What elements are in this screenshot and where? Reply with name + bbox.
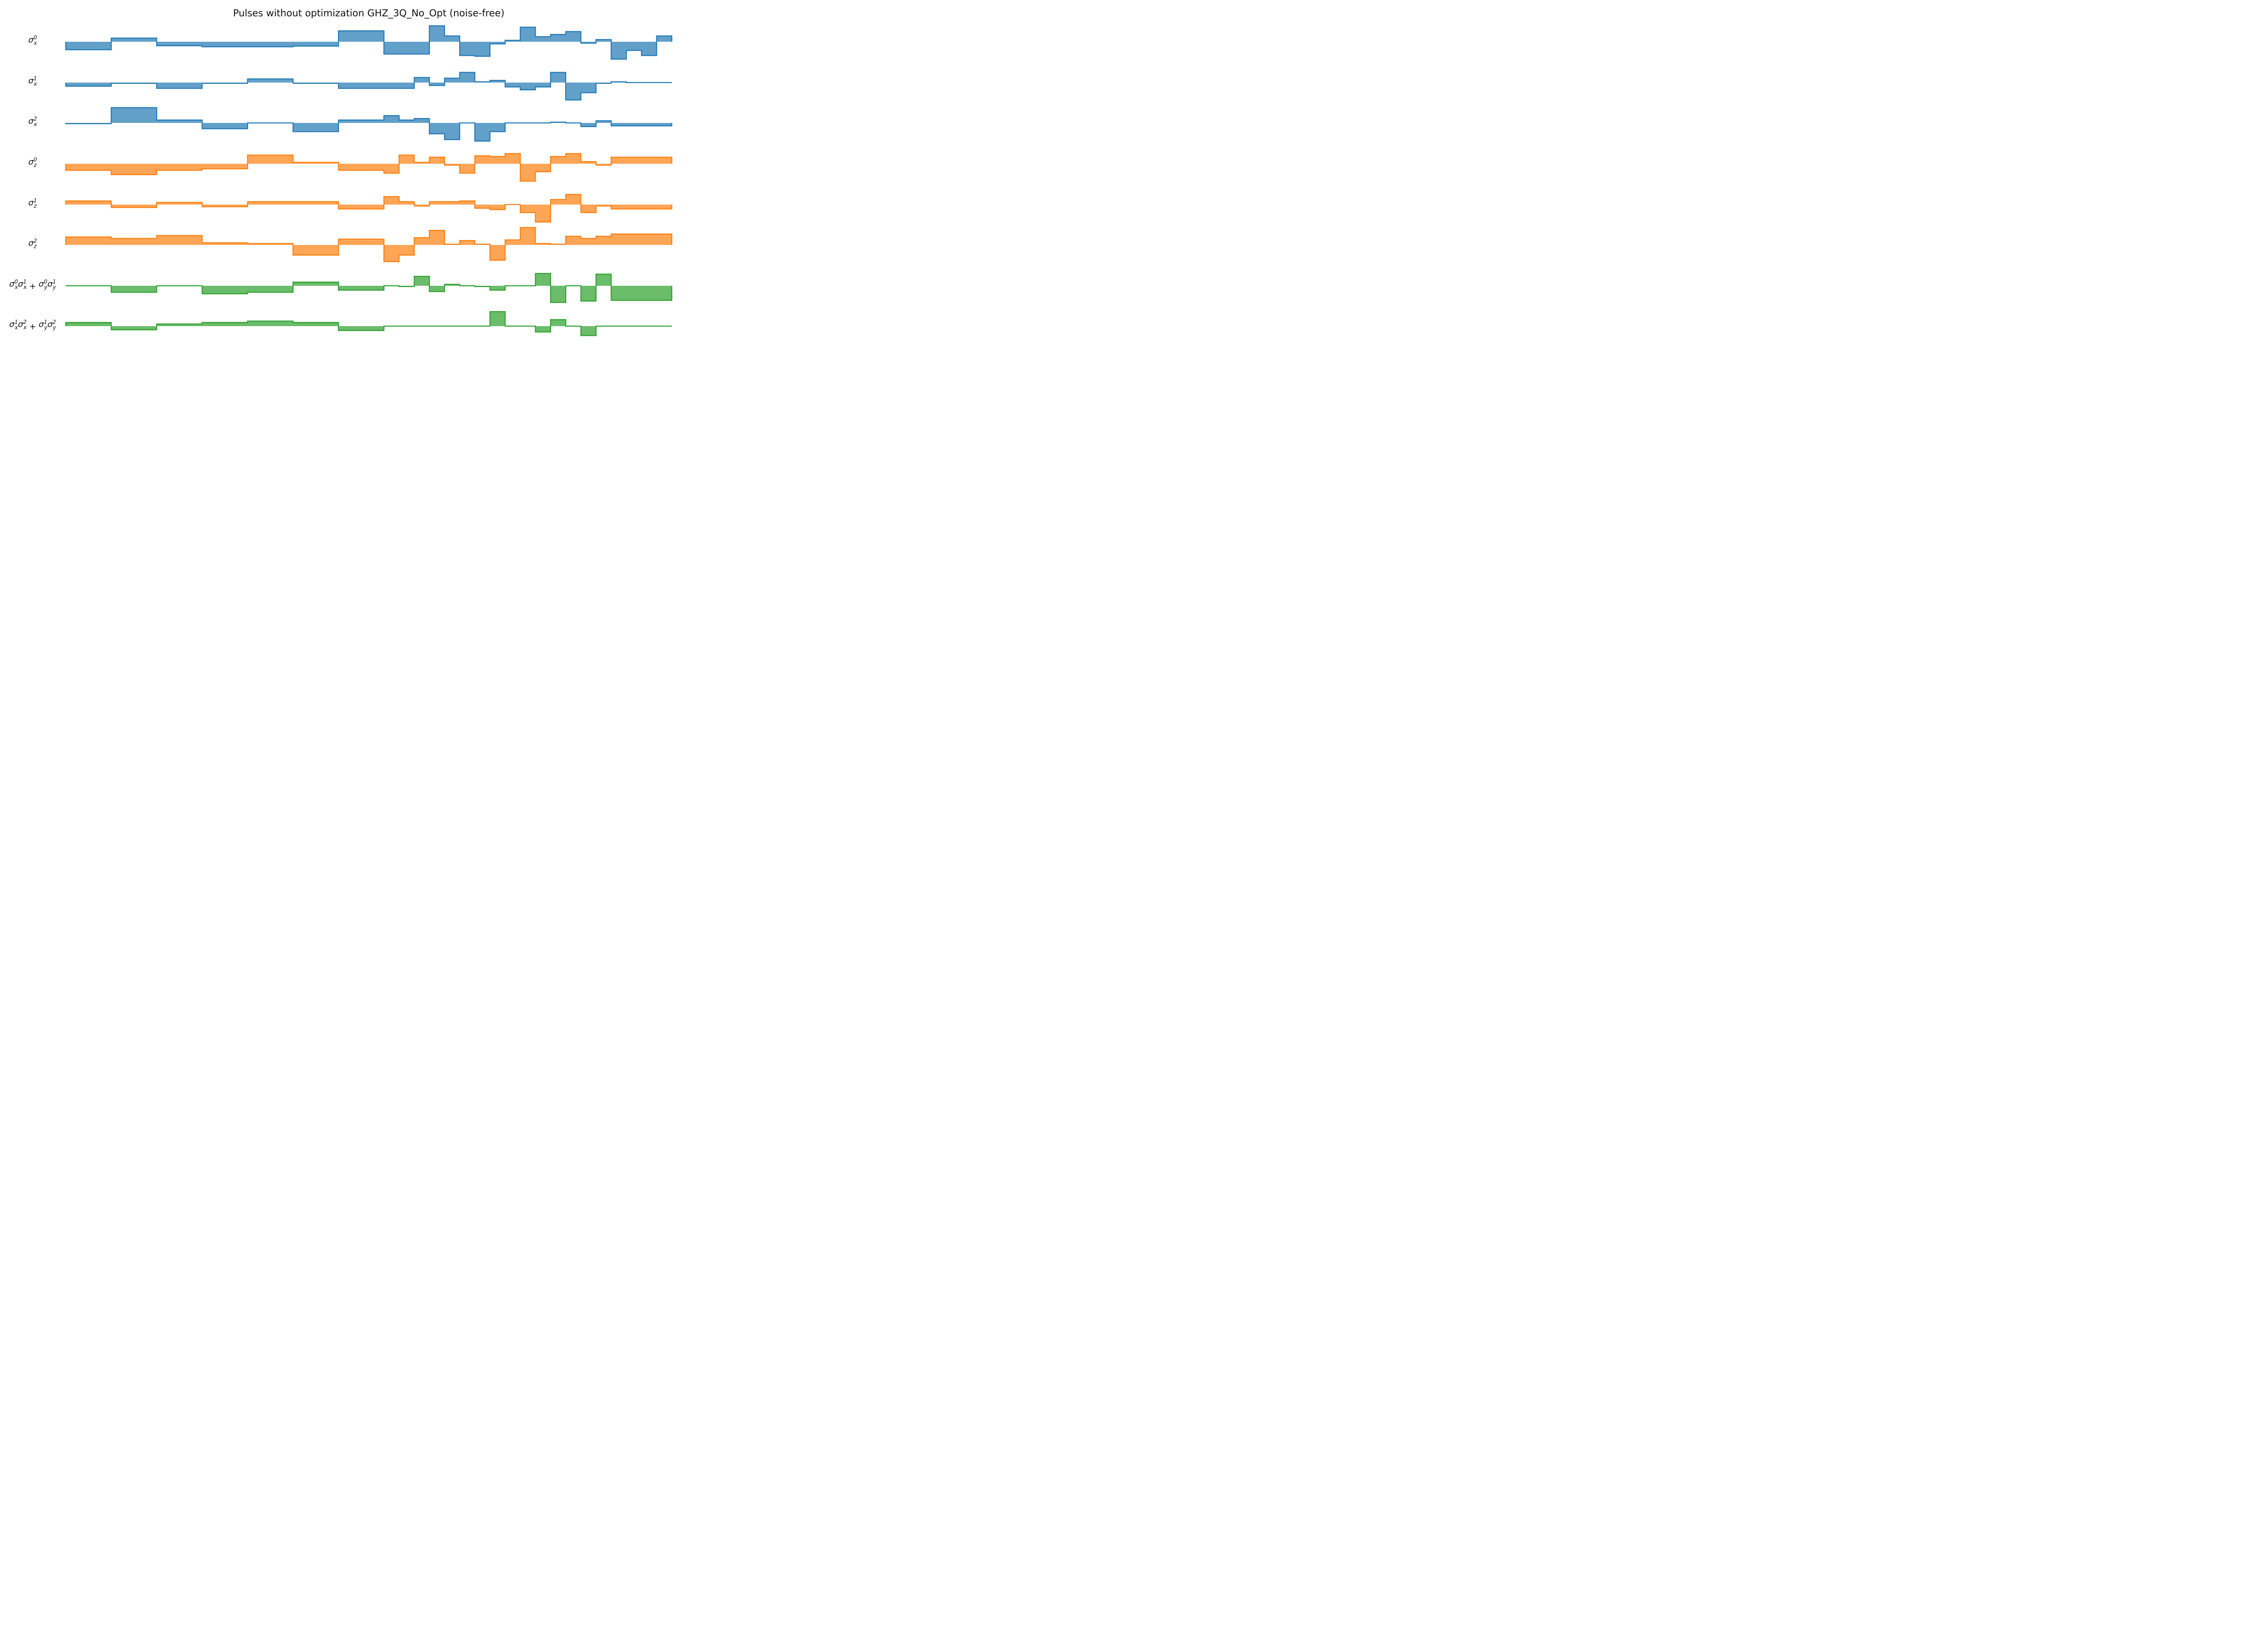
pulse-fill bbox=[66, 108, 672, 141]
pulse-row-3 bbox=[65, 153, 673, 182]
pulse-line bbox=[65, 227, 673, 262]
row-label-2: σ2 x bbox=[28, 116, 37, 127]
pulse-row-1 bbox=[65, 72, 672, 101]
row-label-3: σ0 z bbox=[28, 156, 37, 168]
pulse-line bbox=[65, 194, 673, 223]
pulse-rows bbox=[65, 25, 673, 336]
row-label-0: σ0 x bbox=[28, 34, 37, 46]
pulse-line bbox=[65, 153, 673, 182]
pulse-fill bbox=[66, 72, 672, 100]
row-label-6: σ0 xσ1 x + σ0 yσ1 y bbox=[9, 279, 56, 291]
row-label-5: σ2 z bbox=[28, 238, 37, 249]
pulse-chart: Pulses without optimization GHZ_3Q_No_Op… bbox=[9, 8, 673, 336]
pulse-row-4 bbox=[65, 194, 673, 223]
row-label-4: σ1 z bbox=[28, 197, 37, 209]
pulse-line bbox=[65, 311, 672, 336]
pulse-fill bbox=[66, 273, 672, 303]
chart-title: Pulses without optimization GHZ_3Q_No_Op… bbox=[233, 8, 504, 19]
pulse-line bbox=[66, 273, 673, 303]
row-labels: σ0 x σ1 x σ2 x σ0 z σ1 z σ2 z σ0 xσ1 x + σ0 yσ1 y σ1 xσ2 x … bbox=[9, 34, 56, 332]
pulse-line bbox=[65, 72, 672, 101]
pulse-row-2 bbox=[65, 107, 673, 142]
pulse-row-5 bbox=[65, 227, 673, 262]
row-label-1: σ1 x bbox=[28, 75, 37, 87]
pulse-line bbox=[65, 107, 673, 142]
row-label-7: σ1 xσ2 x + σ1 yσ2 y bbox=[9, 319, 56, 332]
pulse-fill bbox=[66, 227, 672, 262]
pulse-line bbox=[65, 25, 673, 60]
pulse-row-0 bbox=[65, 25, 673, 60]
pulse-row-7 bbox=[65, 311, 672, 336]
pulse-fill bbox=[66, 194, 672, 222]
pulse-row-6 bbox=[66, 273, 673, 303]
